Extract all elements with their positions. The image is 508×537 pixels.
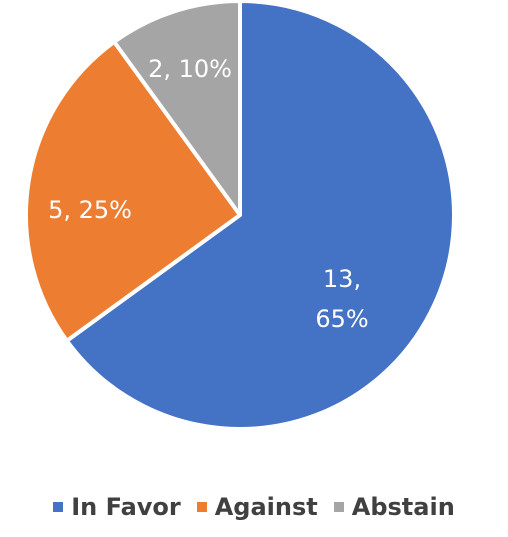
legend-label-in-favor: In Favor (71, 493, 181, 521)
legend-swatch-abstain (333, 502, 344, 512)
slice-label-in-favor-1: 13, (323, 265, 361, 293)
legend-swatch-against (196, 502, 207, 512)
legend-item-abstain: Abstain (333, 493, 455, 521)
legend-item-in-favor: In Favor (53, 495, 181, 519)
legend-label-against: Against (214, 493, 318, 521)
slice-label-in-favor-2: 65% (315, 305, 368, 333)
legend-label-abstain: Abstain (351, 493, 455, 521)
legend-swatch-in-favor (53, 502, 64, 512)
pie-slice-in-favor (64, 0, 456, 431)
pie-slice-against (24, 39, 242, 343)
legend-item-against: Against (196, 493, 318, 521)
slice-label-abstain-1: 2, 10% (148, 55, 232, 83)
slice-label-against-1: 5, 25% (48, 196, 132, 224)
pie-slice-abstain (112, 0, 242, 217)
chart-legend: In Favor Against Abstain (0, 495, 508, 519)
